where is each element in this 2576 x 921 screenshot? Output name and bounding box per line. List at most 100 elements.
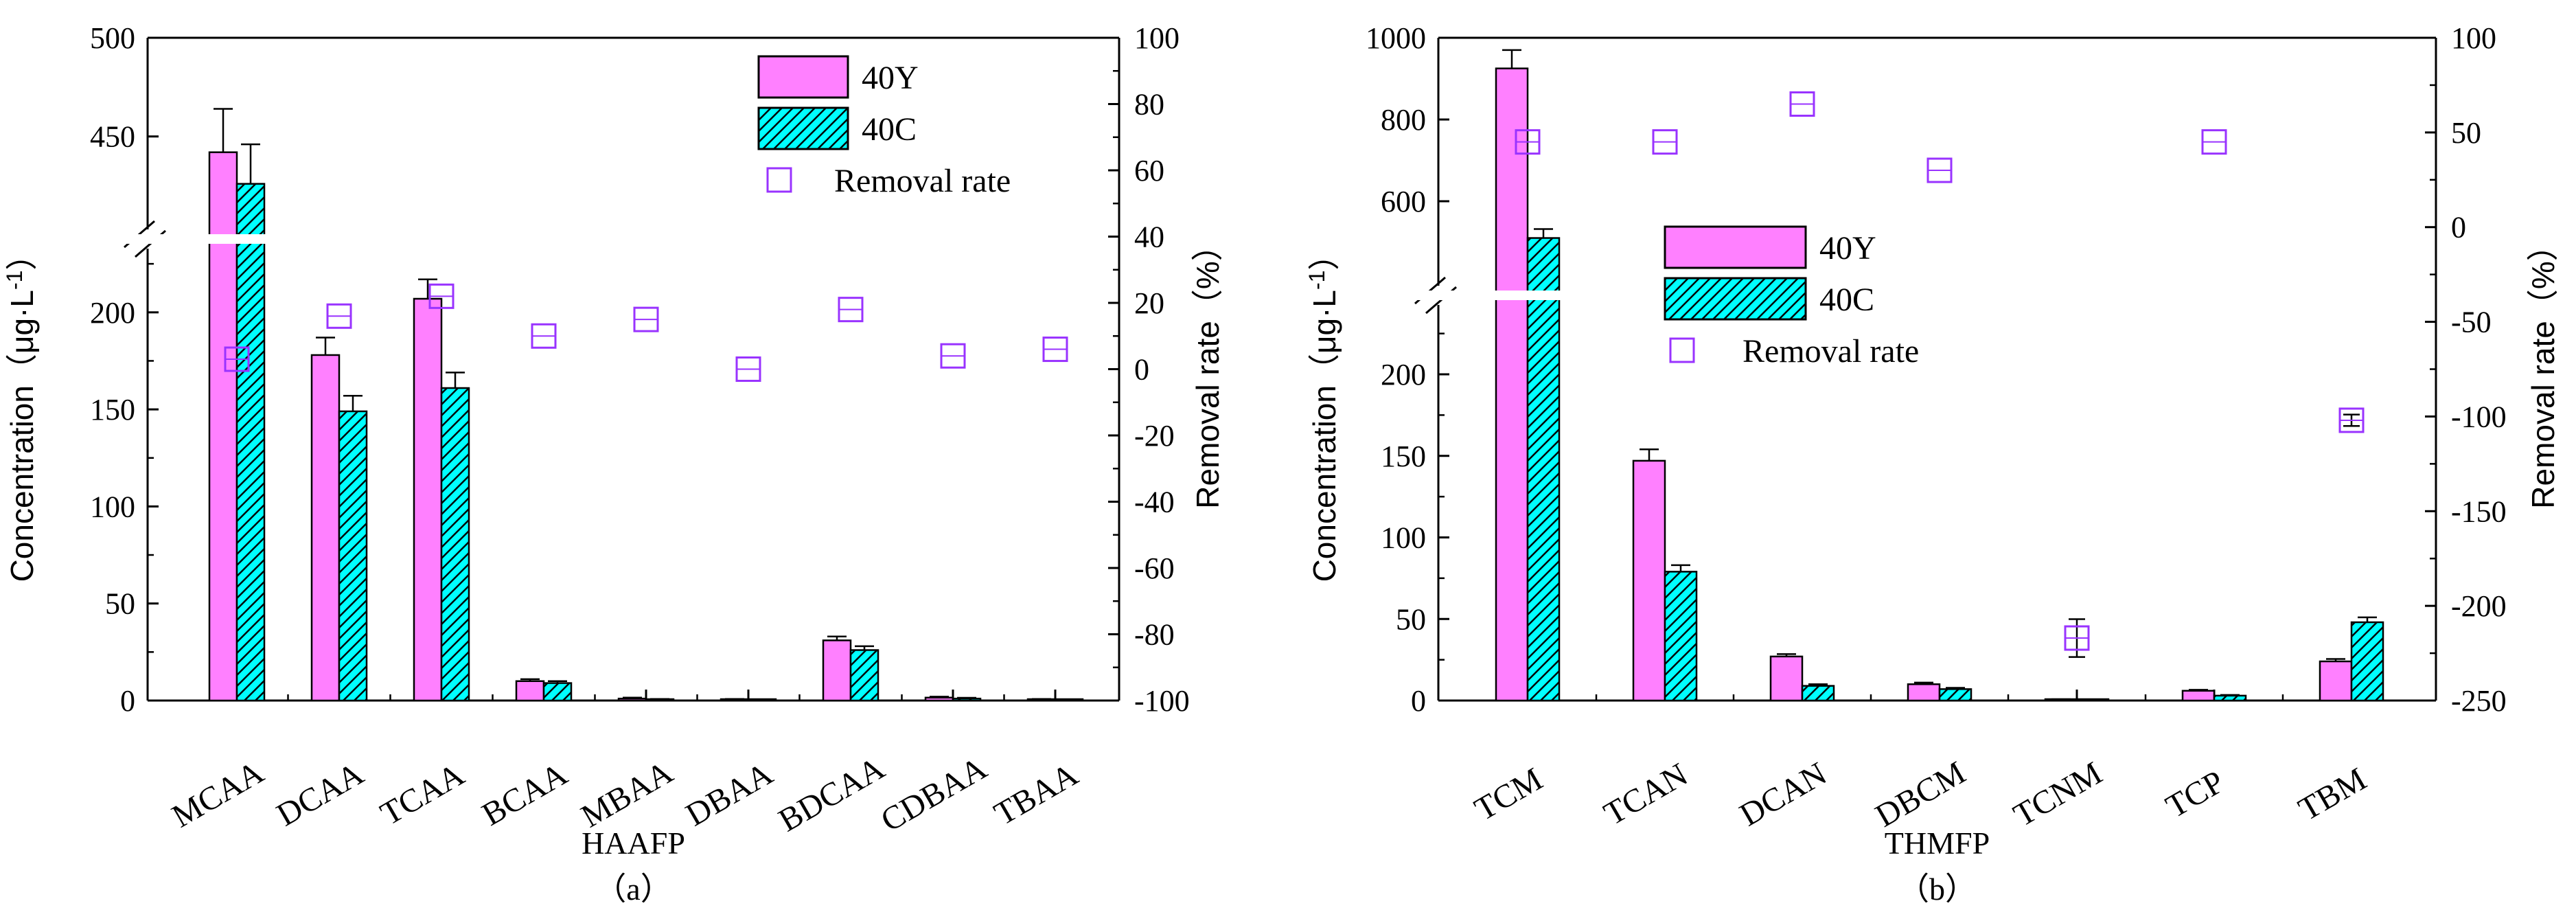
p2-y-tick-label: 600 (1381, 185, 1426, 218)
p2-y2-tick-label: -200 (2451, 589, 2507, 623)
p1-y-tick-label: 150 (90, 393, 135, 427)
p1-y-tick-label: 50 (105, 587, 135, 621)
p1-bar-40Y (617, 697, 647, 702)
p1-legend-label-40Y: 40Y (862, 60, 919, 96)
p1-bar-40C (235, 183, 266, 702)
p2-y-tick-label: 150 (1381, 440, 1426, 473)
p2-legend-label-40Y: 40Y (1819, 230, 1876, 266)
p2-category-label: DBCM (1870, 754, 1972, 834)
p1-bar-40Y (924, 696, 954, 702)
p1-x-axis-title: HAAFP (582, 826, 685, 861)
p2-y-tick-label: 1000 (1366, 21, 1426, 55)
p1-y2-tick-label: -100 (1134, 684, 1190, 718)
p1-category-label: DBAA (680, 755, 779, 833)
p2-bar-40Y (1632, 459, 1666, 702)
p2-bar-40C (2350, 621, 2384, 702)
p1-y-tick-label: 200 (90, 296, 135, 330)
p1-y2-axis-title: Removal rate（%） (1190, 229, 1226, 508)
p2-bar-40Y (2319, 660, 2353, 702)
p1-y-axis-title: Concentration（μg·L-1） (2, 239, 40, 582)
p2-y-tick-label: 200 (1381, 358, 1426, 391)
p2-bar-40Y (1769, 655, 1804, 702)
p1-y2-tick-label: -80 (1134, 618, 1175, 652)
p1-legend-swatch-40Y (757, 55, 849, 99)
p1-y-tick-label: 0 (120, 684, 135, 718)
p2-category-label: TCAN (1598, 756, 1694, 832)
p1-legend-swatch-40C (757, 106, 849, 150)
p2-panel-caption: （b） (1898, 872, 1977, 907)
p1-panel-caption: （a） (595, 872, 671, 907)
p2-y-tick-label: 100 (1381, 521, 1426, 555)
p1-y2-tick-label: 40 (1134, 220, 1164, 254)
p1-y-axis-title-close: ） (4, 239, 40, 271)
p2-legend-label-40C: 40C (1819, 282, 1874, 318)
p1-bar-40C (440, 387, 470, 702)
p2-legend-marker-removal (1669, 337, 1695, 363)
p1-y2-tick-label: 0 (1134, 353, 1149, 387)
p2-y-tick-label: 50 (1396, 602, 1426, 636)
p2-y-tick-label: 0 (1411, 684, 1426, 718)
p2-x-axis-title: THMFP (1885, 826, 1990, 861)
p1-legend-marker-removal (766, 167, 792, 193)
p2-y2-tick-label: -100 (2451, 400, 2507, 433)
p2-y2-tick-label: -250 (2451, 684, 2507, 718)
p1-bar-40Y (515, 680, 545, 702)
p2-bar-40Y (1907, 683, 1941, 702)
p2-legend-label-removal: Removal rate (1743, 333, 1919, 369)
p1-category-label: BDCAA (772, 749, 890, 839)
p1-y-tick-label: 100 (90, 490, 135, 523)
p2-bar-40C (1801, 685, 1835, 702)
p2-category-label: TBM (2292, 761, 2373, 828)
p2-y-axis-title-main: Concentration（μg·L (1307, 290, 1342, 582)
p1-category-label: MCAA (166, 753, 271, 834)
p1-y2-tick-label: -40 (1134, 486, 1175, 519)
p2-y-axis-title: Concentration（μg·L-1） (1304, 239, 1342, 582)
p1-y2-tick-label: -20 (1134, 419, 1175, 453)
p2-y-tick-label: 800 (1381, 103, 1426, 137)
p1-y2-tick-label: 100 (1134, 21, 1180, 55)
p1-bar-40C (542, 682, 573, 702)
p2-bar-40C (1938, 688, 1973, 702)
p1-category-label: TBAA (988, 756, 1084, 832)
p1-bar-40C (952, 697, 982, 702)
p2-y2-tick-label: -150 (2451, 494, 2507, 528)
p2-legend-swatch-40C (1664, 277, 1807, 321)
p2-bar-40C (1664, 571, 1698, 702)
p2-category-label: DCAN (1734, 755, 1832, 834)
p2-bar-40C (1526, 237, 1561, 702)
p2-y2-axis-title: Removal rate（%） (2525, 229, 2561, 508)
p2-category-label: TCP (2160, 764, 2231, 826)
p1-legend-label-40C: 40C (862, 111, 917, 148)
p2-bar-40C (2213, 694, 2247, 702)
p1-y2-tick-label: -60 (1134, 552, 1175, 585)
p1-y2-tick-label: 80 (1134, 88, 1164, 122)
p2-bar-40Y (1495, 67, 1529, 702)
p1-y-axis-title-main: Concentration（μg·L (4, 290, 40, 582)
p2-y2-tick-label: 50 (2451, 116, 2481, 150)
p1-y-axis-title-sup: -1 (2, 271, 27, 290)
p1-category-label: BCAA (476, 755, 573, 833)
p1-y2-tick-label: 60 (1134, 154, 1164, 187)
p1-legend-label-removal: Removal rate (834, 163, 1011, 199)
p2-y2-tick-label: -50 (2451, 306, 2492, 339)
p2-category-label: TCM (1469, 761, 1549, 828)
p1-category-label: CDBAA (875, 749, 993, 839)
p2-legend-swatch-40Y (1664, 225, 1807, 269)
p1-break-band (123, 234, 480, 244)
p2-y2-tick-label: 0 (2451, 211, 2466, 245)
p1-bar-40Y (310, 354, 341, 702)
p1-bar-40Y (822, 639, 852, 702)
p1-y-tick-label: 500 (90, 21, 135, 55)
p2-y-axis-title-close: ） (1307, 239, 1342, 271)
p2-y-axis-title-sup: -1 (1304, 271, 1329, 290)
p1-bar-40C (338, 410, 368, 702)
p1-category-label: MBAA (575, 753, 680, 834)
p1-y2-tick-label: 20 (1134, 286, 1164, 320)
p1-category-label: TCAA (374, 756, 470, 832)
p1-y-tick-label: 450 (90, 120, 135, 154)
p2-bar-40Y (2181, 690, 2216, 702)
p1-bar-40Y (413, 297, 443, 702)
p1-category-label: DCAA (271, 755, 370, 833)
